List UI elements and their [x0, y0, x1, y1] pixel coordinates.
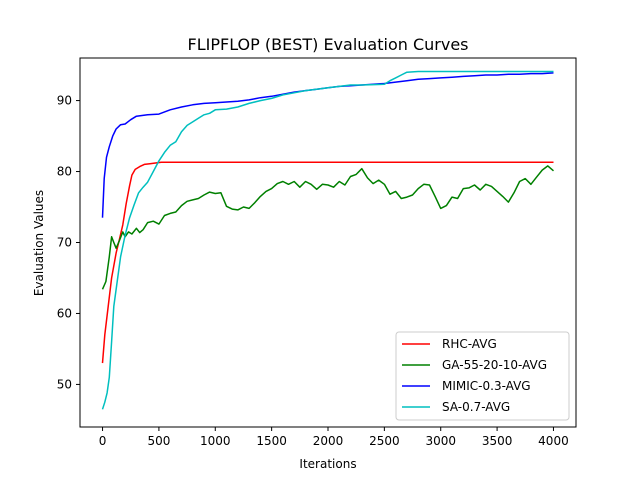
- plot-area: [101, 70, 554, 410]
- series-line-1: [101, 165, 554, 290]
- y-tick-label: 60: [57, 306, 72, 320]
- y-axis: 50 60 70 80 90: [57, 94, 80, 391]
- series-line-0: [101, 161, 554, 364]
- y-tick-label: 80: [57, 165, 72, 179]
- x-tick-label: 1500: [256, 434, 287, 448]
- chart-title: FLIPFLOP (BEST) Evaluation Curves: [188, 35, 469, 54]
- y-tick-label: 70: [57, 236, 72, 250]
- x-tick-label: 3000: [425, 434, 456, 448]
- legend-label: RHC-AVG: [442, 337, 497, 351]
- x-tick-label: 0: [99, 434, 107, 448]
- x-tick-label: 2000: [313, 434, 344, 448]
- x-axis: 0 500 1000 1500 2000 2500 3000 3500 4000: [99, 427, 569, 448]
- legend-label: MIMIC-0.3-AVG: [442, 379, 531, 393]
- legend-box: [395, 331, 570, 421]
- x-tick-label: 2500: [369, 434, 400, 448]
- x-tick-label: 4000: [538, 434, 569, 448]
- y-axis-label: Evaluation Values: [32, 190, 46, 296]
- legend-label: SA-0.7-AVG: [442, 400, 510, 414]
- x-axis-label: Iterations: [299, 457, 356, 471]
- legend-label: GA-55-20-10-AVG: [442, 358, 547, 372]
- series-line-3: [101, 70, 554, 410]
- legend: RHC-AVG GA-55-20-10-AVG MIMIC-0.3-AVG SA-0.…: [395, 331, 570, 421]
- y-tick-label: 90: [57, 94, 72, 108]
- x-tick-label: 1000: [200, 434, 231, 448]
- y-tick-label: 50: [57, 377, 72, 391]
- x-tick-label: 3500: [482, 434, 513, 448]
- x-tick-label: 500: [147, 434, 170, 448]
